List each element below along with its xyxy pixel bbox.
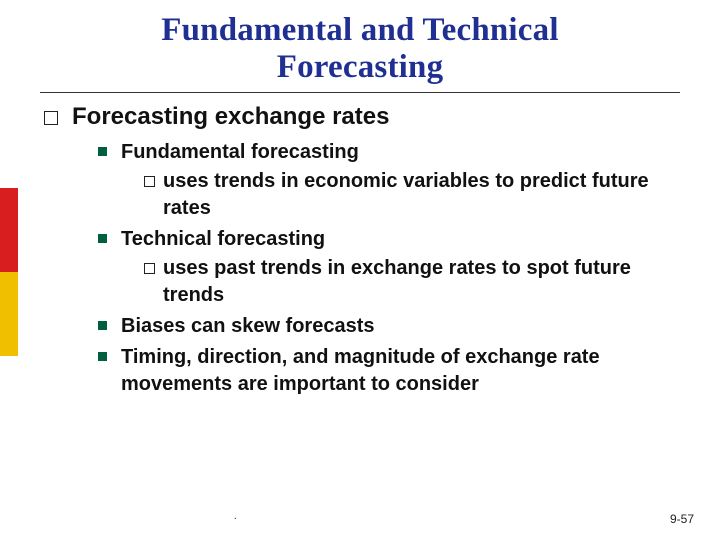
- title-line-2: Forecasting: [0, 49, 720, 86]
- level2-block: Technical forecasting uses past trends i…: [121, 226, 680, 309]
- level2-text: Biases can skew forecasts: [121, 313, 375, 340]
- hollow-square-icon: [44, 111, 58, 125]
- level2-text: Technical forecasting: [121, 226, 680, 253]
- level2-text: Timing, direction, and magnitude of exch…: [121, 344, 680, 398]
- filled-square-icon: [98, 321, 107, 330]
- level2-item: Timing, direction, and magnitude of exch…: [98, 344, 680, 398]
- footer-dot: .: [234, 511, 237, 522]
- level3-text: uses trends in economic variables to pre…: [163, 168, 680, 222]
- filled-square-icon: [98, 234, 107, 243]
- page-number: 9-57: [670, 512, 694, 526]
- title-line-1: Fundamental and Technical: [0, 12, 720, 49]
- filled-square-icon: [98, 352, 107, 361]
- filled-square-icon: [98, 147, 107, 156]
- level2-block: Fundamental forecasting uses trends in e…: [121, 139, 680, 222]
- side-accent-yellow: [0, 272, 18, 356]
- slide: Fundamental and Technical Forecasting Fo…: [0, 0, 720, 540]
- level2-item: Biases can skew forecasts: [98, 313, 680, 340]
- hollow-square-icon: [144, 176, 155, 187]
- level1-item: Forecasting exchange rates: [44, 103, 680, 131]
- slide-title: Fundamental and Technical Forecasting: [0, 0, 720, 86]
- level1-text: Forecasting exchange rates: [72, 103, 389, 131]
- side-accent-red: [0, 188, 18, 272]
- level3-item: uses past trends in exchange rates to sp…: [144, 255, 680, 309]
- hollow-square-icon: [144, 263, 155, 274]
- level2-item: Technical forecasting uses past trends i…: [98, 226, 680, 309]
- level2-item: Fundamental forecasting uses trends in e…: [98, 139, 680, 222]
- level2-text: Fundamental forecasting: [121, 139, 680, 166]
- level3-item: uses trends in economic variables to pre…: [144, 168, 680, 222]
- level3-text: uses past trends in exchange rates to sp…: [163, 255, 680, 309]
- level2-list: Fundamental forecasting uses trends in e…: [98, 139, 680, 398]
- content: Forecasting exchange rates Fundamental f…: [0, 93, 720, 398]
